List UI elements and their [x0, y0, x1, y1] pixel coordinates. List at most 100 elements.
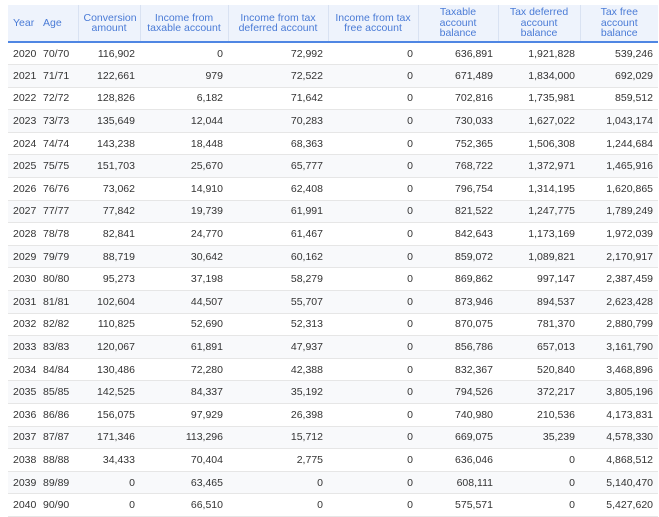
cell-year: 2023: [8, 109, 38, 133]
cell-age: 86/86: [38, 403, 78, 427]
cell-age: 79/79: [38, 245, 78, 269]
cell-income-tax-deferred: 0: [228, 471, 328, 495]
cell-tax-deferred-balance: 997,147: [498, 267, 580, 292]
cell-tax-deferred-balance: 1,372,971: [498, 154, 580, 179]
cell-income-tax-deferred: 65,777: [228, 154, 328, 179]
cell-tax-free-balance: 3,161,790: [580, 335, 658, 359]
cell-taxable-balance: 702,816: [418, 87, 498, 111]
cell-tax-free-balance: 1,789,249: [580, 200, 658, 224]
cell-income-taxable: 97,929: [140, 403, 228, 427]
cell-age: 78/78: [38, 222, 78, 246]
cell-year: 2027: [8, 200, 38, 224]
cell-tax-free-balance: 1,620,865: [580, 177, 658, 201]
cell-income-tax-deferred: 0: [228, 493, 328, 517]
cell-tax-deferred-balance: 1,506,308: [498, 132, 580, 156]
cell-year: 2029: [8, 245, 38, 269]
header-income-taxable[interactable]: Income from taxable account: [140, 5, 229, 43]
cell-tax-free-balance: 859,512: [580, 87, 658, 111]
cell-income-tax-deferred: 15,712: [228, 426, 328, 450]
cell-conversion-amount: 156,075: [78, 403, 140, 427]
cell-income-taxable: 113,296: [140, 426, 228, 450]
cell-taxable-balance: 730,033: [418, 109, 498, 133]
cell-income-tax-free: 0: [328, 380, 418, 404]
header-income-tax-free[interactable]: Income from tax free account: [328, 5, 419, 43]
cell-conversion-amount: 143,238: [78, 132, 140, 156]
cell-age: 85/85: [38, 380, 78, 404]
cell-income-tax-free: 0: [328, 335, 418, 359]
cell-income-taxable: 61,891: [140, 335, 228, 359]
cell-taxable-balance: 832,367: [418, 358, 498, 382]
cell-conversion-amount: 34,433: [78, 448, 140, 472]
header-age[interactable]: Age: [38, 5, 79, 43]
cell-income-taxable: 70,404: [140, 448, 228, 472]
cell-taxable-balance: 575,571: [418, 493, 498, 517]
cell-income-tax-free: 0: [328, 177, 418, 201]
cell-tax-free-balance: 4,578,330: [580, 426, 658, 450]
table-body: 2020 70/70 116,902 0 72,992 0 636,891 1,921,828…: [8, 42, 658, 517]
cell-year: 2022: [8, 87, 38, 111]
cell-income-tax-free: 0: [328, 87, 418, 111]
table-row: 2023 73/73 135,649 12,044 70,283 0 730,033 1,62…: [8, 109, 658, 133]
cell-age: 73/73: [38, 109, 78, 133]
cell-income-taxable: 14,910: [140, 177, 228, 201]
cell-income-taxable: 0: [140, 42, 228, 66]
cell-conversion-amount: 151,703: [78, 154, 140, 179]
header-income-tax-deferred[interactable]: Income from tax deferred account: [228, 5, 329, 43]
cell-year: 2025: [8, 154, 38, 179]
cell-income-taxable: 24,770: [140, 222, 228, 246]
header-conversion-amount[interactable]: Conversion amount: [78, 5, 141, 43]
table-row: 2029 79/79 88,719 30,642 60,162 0 859,072 1,089…: [8, 245, 658, 269]
cell-income-taxable: 66,510: [140, 493, 228, 517]
cell-age: 72/72: [38, 87, 78, 111]
cell-tax-free-balance: 2,387,459: [580, 267, 658, 292]
table-row: 2020 70/70 116,902 0 72,992 0 636,891 1,921,828…: [8, 42, 658, 66]
cell-income-taxable: 25,670: [140, 154, 228, 179]
cell-taxable-balance: 821,522: [418, 200, 498, 224]
cell-income-tax-free: 0: [328, 154, 418, 179]
cell-income-taxable: 37,198: [140, 267, 228, 292]
cell-income-tax-deferred: 42,388: [228, 358, 328, 382]
cell-income-tax-deferred: 47,937: [228, 335, 328, 359]
cell-taxable-balance: 842,643: [418, 222, 498, 246]
cell-year: 2030: [8, 267, 38, 292]
cell-income-tax-free: 0: [328, 448, 418, 472]
cell-year: 2021: [8, 64, 38, 88]
table-row: 2034 84/84 130,486 72,280 42,388 0 832,367 520,…: [8, 358, 658, 382]
cell-taxable-balance: 869,862: [418, 267, 498, 292]
cell-tax-free-balance: 692,029: [580, 64, 658, 88]
cell-income-tax-free: 0: [328, 313, 418, 337]
cell-conversion-amount: 120,067: [78, 335, 140, 359]
cell-income-tax-deferred: 61,991: [228, 200, 328, 224]
cell-tax-deferred-balance: 0: [498, 448, 580, 472]
cell-conversion-amount: 110,825: [78, 313, 140, 337]
table-row: 2021 71/71 122,661 979 72,522 0 671,489 1,834,0…: [8, 64, 658, 88]
cell-tax-free-balance: 2,880,799: [580, 313, 658, 337]
cell-age: 71/71: [38, 64, 78, 88]
cell-age: 70/70: [38, 42, 78, 66]
cell-tax-deferred-balance: 1,921,828: [498, 42, 580, 66]
header-tax-deferred-balance[interactable]: Tax deferred account balance: [498, 5, 581, 43]
cell-year: 2038: [8, 448, 38, 472]
cell-taxable-balance: 608,111: [418, 471, 498, 495]
cell-income-taxable: 6,182: [140, 87, 228, 111]
cell-year: 2039: [8, 471, 38, 495]
header-taxable-balance[interactable]: Taxable account balance: [418, 5, 499, 43]
cell-tax-deferred-balance: 1,735,981: [498, 87, 580, 111]
cell-tax-free-balance: 2,623,428: [580, 290, 658, 314]
cell-age: 80/80: [38, 267, 78, 292]
cell-taxable-balance: 671,489: [418, 64, 498, 88]
header-tax-free-balance[interactable]: Tax free account balance: [580, 5, 658, 43]
cell-year: 2035: [8, 380, 38, 404]
cell-income-taxable: 979: [140, 64, 228, 88]
cell-tax-deferred-balance: 1,834,000: [498, 64, 580, 88]
cell-income-taxable: 72,280: [140, 358, 228, 382]
cell-tax-deferred-balance: 0: [498, 471, 580, 495]
cell-taxable-balance: 873,946: [418, 290, 498, 314]
table-row: 2032 82/82 110,825 52,690 52,313 0 870,075 781,…: [8, 313, 658, 337]
cell-income-tax-free: 0: [328, 358, 418, 382]
cell-tax-deferred-balance: 35,239: [498, 426, 580, 450]
cell-income-tax-deferred: 58,279: [228, 267, 328, 292]
header-year[interactable]: Year: [8, 5, 38, 43]
cell-taxable-balance: 796,754: [418, 177, 498, 201]
cell-income-taxable: 63,465: [140, 471, 228, 495]
